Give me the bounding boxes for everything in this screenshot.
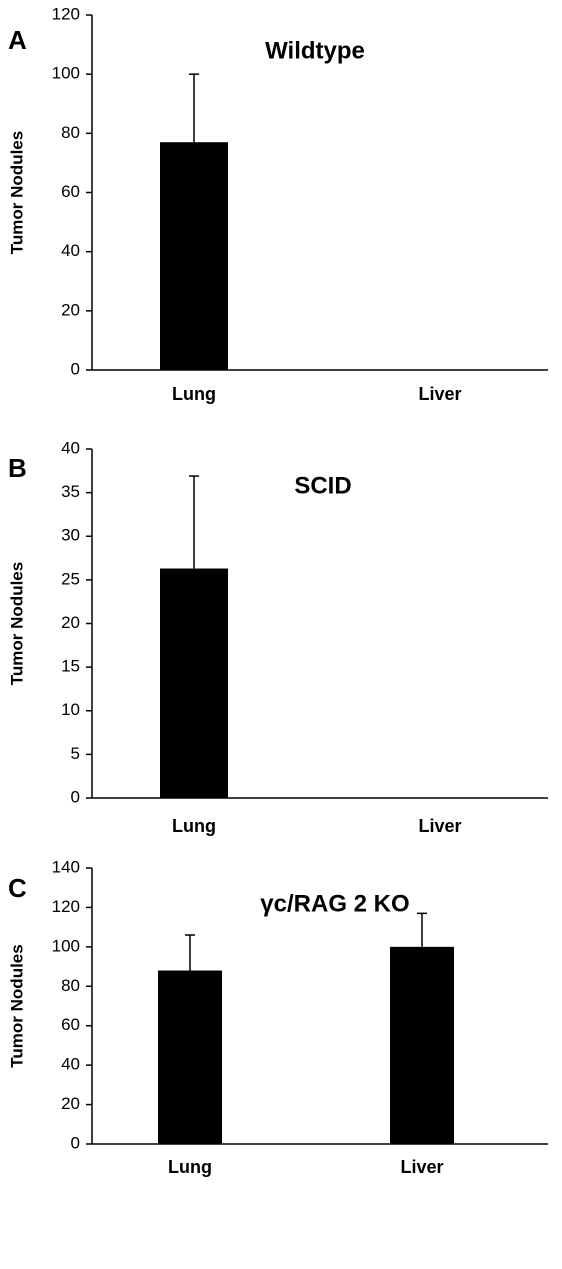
y-tick-label: 40 [61, 438, 80, 457]
y-tick-label: 25 [61, 569, 80, 588]
x-tick-label: Lung [172, 384, 216, 404]
bar [390, 946, 454, 1144]
y-tick-label: 15 [61, 657, 80, 676]
x-tick-label: Liver [400, 1157, 443, 1177]
x-tick-label: Lung [172, 816, 216, 836]
y-tick-label: 80 [61, 976, 80, 995]
y-tick-label: 60 [61, 182, 80, 201]
y-tick-label: 10 [61, 700, 80, 719]
y-axis-label: Tumor Nodules [7, 944, 26, 1067]
y-tick-label: 20 [61, 613, 80, 632]
y-tick-label: 0 [71, 359, 80, 378]
y-axis-label: Tumor Nodules [7, 562, 26, 685]
x-tick-label: Lung [168, 1157, 212, 1177]
y-tick-label: 80 [61, 123, 80, 142]
chart-title: γc/RAG 2 KO [260, 890, 409, 917]
y-tick-label: 20 [61, 1094, 80, 1113]
panel-letter: A [8, 25, 27, 55]
chart-title: Wildtype [265, 37, 365, 64]
y-tick-label: 120 [52, 897, 80, 916]
panel-letter: B [8, 453, 27, 483]
x-tick-label: Liver [418, 384, 461, 404]
y-tick-label: 100 [52, 64, 80, 83]
y-tick-label: 20 [61, 300, 80, 319]
bar [160, 568, 228, 798]
y-tick-label: 0 [71, 787, 80, 806]
panel-letter: C [8, 873, 27, 903]
y-tick-label: 40 [61, 241, 80, 260]
y-axis-label: Tumor Nodules [7, 131, 26, 254]
chart-title: SCID [294, 472, 351, 499]
y-tick-label: 5 [71, 744, 80, 763]
y-tick-label: 60 [61, 1015, 80, 1034]
y-tick-label: 30 [61, 526, 80, 545]
bar [158, 970, 222, 1144]
x-tick-label: Liver [418, 816, 461, 836]
y-tick-label: 100 [52, 936, 80, 955]
y-tick-label: 120 [52, 4, 80, 23]
y-tick-label: 40 [61, 1055, 80, 1074]
y-tick-label: 35 [61, 482, 80, 501]
bar [160, 142, 228, 370]
y-tick-label: 0 [71, 1133, 80, 1152]
y-tick-label: 140 [52, 857, 80, 876]
